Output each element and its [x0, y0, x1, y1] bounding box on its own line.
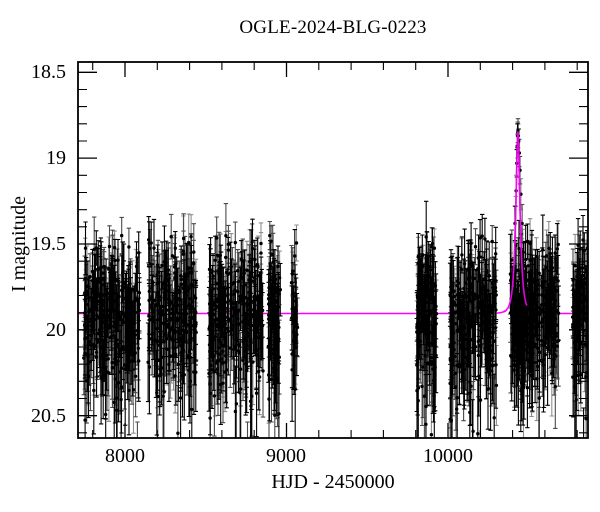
model-curve-peak	[508, 131, 528, 306]
y-tick-label-18.5: 18.5	[31, 61, 66, 83]
x-axis-label: HJD - 2450000	[271, 471, 395, 493]
x-tick-label-8000: 8000	[105, 445, 145, 467]
y-tick-label-20: 20	[46, 319, 66, 341]
y-tick-label-19.5: 19.5	[31, 233, 66, 255]
plot-title: OGLE-2024-BLG-0223	[239, 17, 427, 38]
plot-frame	[77, 61, 589, 439]
x-tick-label-9000: 9000	[266, 445, 306, 467]
y-axis-label: I magnitude	[8, 195, 30, 293]
minor-ticks	[78, 62, 588, 438]
y-tick-label-19: 19	[46, 147, 66, 169]
major-ticks	[78, 62, 588, 438]
y-tick-label-20.5: 20.5	[31, 405, 66, 427]
x-tick-label-10000: 10000	[423, 445, 473, 467]
